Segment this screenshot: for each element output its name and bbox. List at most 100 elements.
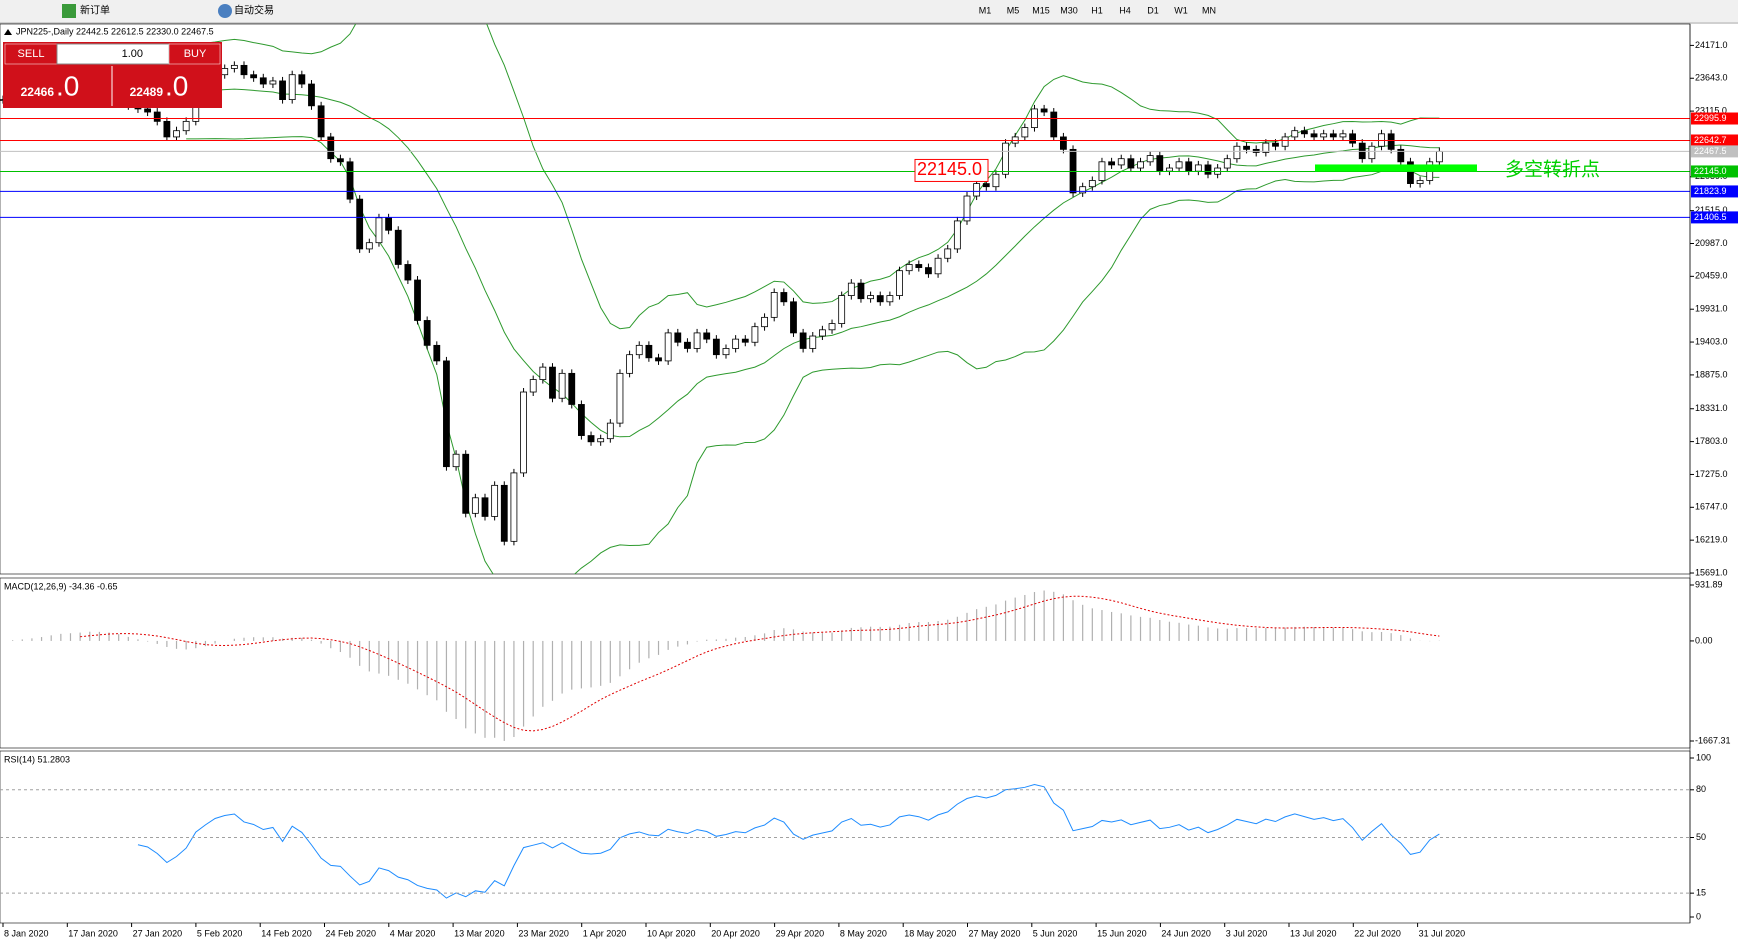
sell-price-tail[interactable]: .0 — [56, 70, 79, 101]
candle — [1416, 180, 1424, 184]
candle — [365, 242, 373, 250]
timeframe-button[interactable]: M30 — [1060, 5, 1078, 15]
auto-trading-icon[interactable] — [218, 4, 232, 18]
candle — [1223, 158, 1231, 169]
candle — [1262, 142, 1270, 153]
buy-price[interactable]: 22489 — [130, 85, 164, 99]
price-level-box — [1691, 134, 1738, 147]
x-tick-label: 5 Feb 2020 — [197, 928, 243, 938]
candle — [722, 348, 730, 356]
timeframe-button[interactable]: H1 — [1091, 5, 1103, 15]
sell-label[interactable]: SELL — [18, 48, 45, 60]
candle — [1339, 133, 1347, 138]
new-order-button[interactable]: 新订单 — [80, 4, 110, 17]
macd-label: MACD(12,26,9) -34.36 -0.65 — [4, 581, 118, 591]
candle — [1387, 133, 1395, 150]
timeframe-button[interactable]: M15 — [1032, 5, 1050, 15]
candle — [182, 120, 190, 132]
candle — [279, 80, 286, 100]
candle — [992, 173, 1000, 188]
candle — [982, 183, 990, 188]
y-tick-label: 19931.0 — [1695, 304, 1728, 314]
price-level-label: 21406.5 — [1694, 212, 1727, 222]
candle — [1108, 161, 1115, 166]
candle — [867, 295, 874, 300]
candle — [356, 198, 364, 250]
y-tick-label: 0 — [1696, 911, 1701, 921]
candle — [1156, 155, 1164, 172]
y-tick-label: 19403.0 — [1695, 336, 1728, 346]
candle — [250, 74, 258, 79]
candle — [1079, 186, 1087, 194]
timeframe-button[interactable]: M1 — [979, 5, 992, 15]
sell-price[interactable]: 22466 — [21, 85, 55, 99]
lot-input[interactable] — [56, 43, 170, 65]
candle — [558, 372, 566, 399]
x-tick-label: 8 Jan 2020 — [4, 928, 49, 938]
candle — [819, 329, 826, 337]
buy-price-tail[interactable]: .0 — [165, 70, 188, 101]
x-tick-label: 31 Jul 2020 — [1419, 928, 1466, 938]
candle — [578, 404, 585, 436]
candle — [173, 130, 180, 138]
candle — [423, 320, 431, 346]
candle — [163, 120, 171, 138]
buy-button[interactable] — [168, 43, 221, 65]
candle — [1272, 142, 1279, 147]
candle — [828, 323, 836, 331]
candle — [905, 264, 913, 272]
x-tick-label: 23 Mar 2020 — [518, 928, 569, 938]
lot-value[interactable]: 1.00 — [122, 48, 143, 60]
candle — [394, 229, 402, 265]
candle — [471, 497, 479, 514]
y-tick-label: 50 — [1696, 832, 1706, 842]
timeframe-button[interactable]: MN — [1202, 5, 1216, 15]
main-plot — [0, 24, 1443, 574]
price-level-label: 22145.0 — [1694, 166, 1727, 176]
candle — [375, 217, 383, 244]
candle — [481, 497, 489, 517]
price-level-box — [1691, 112, 1738, 125]
timeframe-button[interactable]: H4 — [1119, 5, 1131, 15]
candle — [327, 136, 335, 160]
candle — [896, 270, 903, 296]
x-tick-label: 20 Apr 2020 — [711, 928, 760, 938]
chart-header: JPN225-,Daily 22442.5 22612.5 22330.0 22… — [16, 26, 214, 36]
candle — [703, 332, 711, 340]
candle — [664, 332, 672, 362]
y-tick-label: 20987.0 — [1695, 238, 1728, 248]
auto-trading-button[interactable]: 自动交易 — [234, 4, 274, 17]
y-tick-label: 21515.0 — [1695, 205, 1728, 215]
candle — [259, 77, 267, 85]
buy-label[interactable]: BUY — [184, 48, 207, 60]
candle — [1175, 161, 1183, 169]
y-tick-label: 100 — [1696, 752, 1711, 762]
x-tick-label: 13 Jul 2020 — [1290, 928, 1337, 938]
candle — [1435, 150, 1443, 163]
x-tick-label: 17 Jan 2020 — [68, 928, 118, 938]
turning-point-note: 多空转折点 — [1505, 158, 1600, 180]
candle — [346, 161, 354, 200]
candle — [693, 332, 701, 349]
candle — [712, 338, 720, 356]
candle — [452, 453, 460, 468]
candle — [1243, 145, 1250, 150]
candle — [655, 357, 662, 362]
candle — [1301, 130, 1308, 135]
price-level-box — [1691, 211, 1738, 224]
candle — [1060, 136, 1067, 150]
timeframe-button[interactable]: M5 — [1007, 5, 1020, 15]
x-tick-label: 15 Jun 2020 — [1097, 928, 1147, 938]
macd-plot — [12, 590, 1440, 741]
y-tick-label: -1667.31 — [1695, 735, 1731, 745]
y-tick-label: 17275.0 — [1695, 469, 1728, 479]
candle — [780, 292, 788, 303]
y-tick-label: 80 — [1696, 784, 1706, 794]
timeframe-button[interactable]: D1 — [1147, 5, 1159, 15]
new-order-icon[interactable] — [62, 4, 76, 18]
x-tick-label: 27 Jan 2020 — [133, 928, 183, 938]
candle — [616, 372, 624, 424]
timeframe-button[interactable]: W1 — [1174, 5, 1188, 15]
candle — [674, 332, 682, 343]
